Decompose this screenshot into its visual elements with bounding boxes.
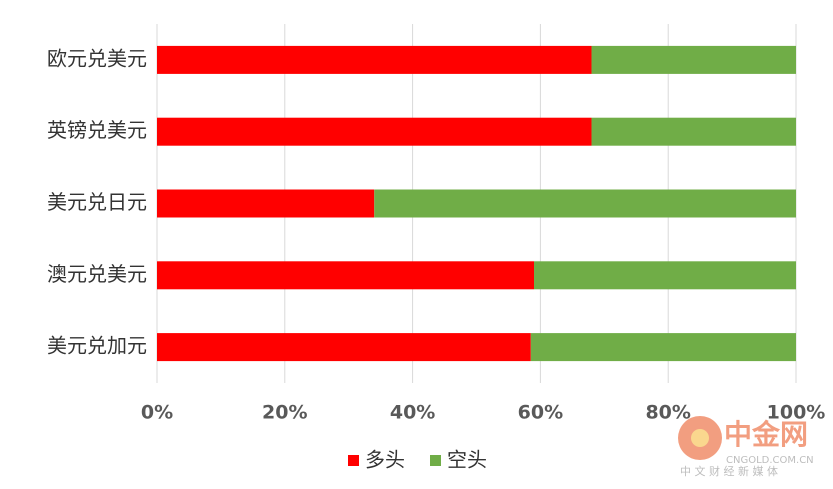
x-tick-label: 100% <box>767 402 826 424</box>
bar-segment <box>157 45 592 74</box>
x-tick-label: 80% <box>645 402 690 424</box>
y-tick-label: 英镑兑美元 <box>47 118 147 142</box>
legend-swatch <box>430 455 441 466</box>
bar-segment <box>157 261 535 290</box>
x-tick-label: 0% <box>141 402 173 424</box>
bar-segment <box>157 189 375 218</box>
bar-segment <box>534 261 796 290</box>
legend-label: 空头 <box>447 448 487 472</box>
x-tick-label: 60% <box>518 402 563 424</box>
bar-segment <box>157 117 592 146</box>
bar-segment <box>591 45 796 74</box>
watermark-name: 中金网 <box>724 418 808 451</box>
watermark-url: CNGOLD.COM.CN <box>726 455 814 466</box>
y-tick-label: 欧元兑美元 <box>47 46 147 70</box>
watermark-logo-inner <box>691 429 709 447</box>
bar-segment <box>374 189 796 218</box>
x-tick-label: 40% <box>390 402 435 424</box>
y-tick-label: 澳元兑美元 <box>47 262 147 286</box>
legend-swatch <box>348 455 359 466</box>
legend-label: 多头 <box>365 448 405 472</box>
watermark: 中金网 CNGOLD.COM.CN 中 文 财 经 新 媒 体 <box>678 416 814 478</box>
bar-segment <box>157 333 531 362</box>
watermark-slogan: 中 文 财 经 新 媒 体 <box>680 464 778 478</box>
y-tick-label: 美元兑日元 <box>47 190 147 214</box>
y-tick-label: 美元兑加元 <box>47 334 147 358</box>
bar-segment <box>530 333 796 362</box>
x-tick-label: 20% <box>262 402 307 424</box>
bar-segment <box>591 117 796 146</box>
